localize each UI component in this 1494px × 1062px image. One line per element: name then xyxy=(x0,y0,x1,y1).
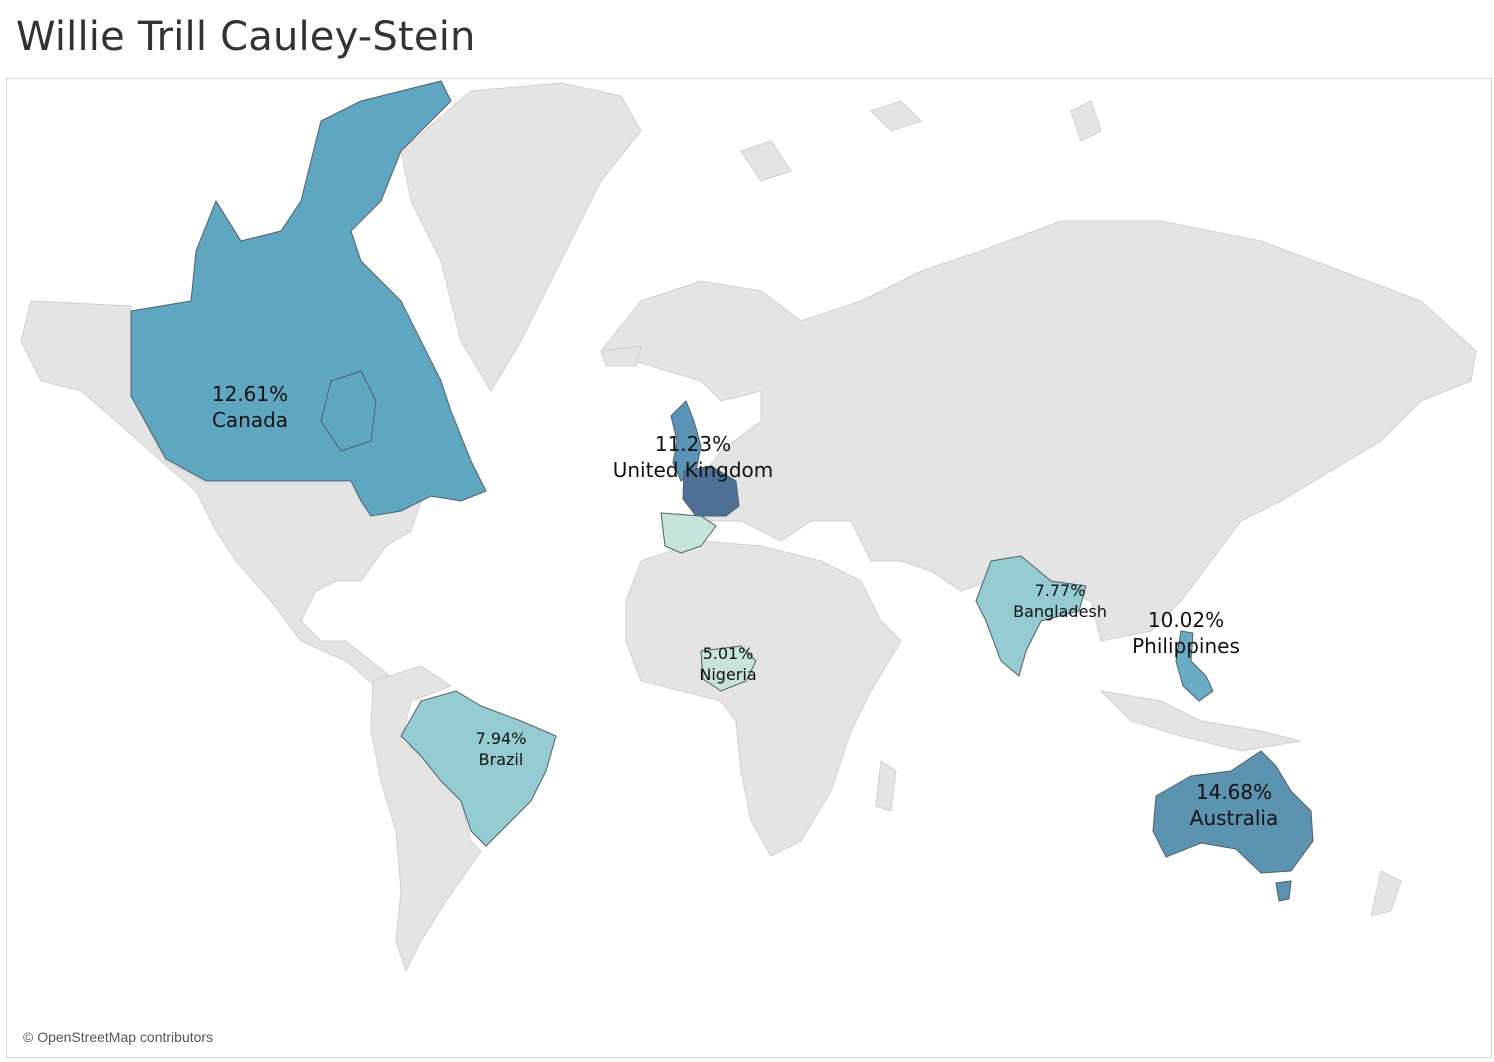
label-bangladesh-value: 7.77% xyxy=(1034,581,1086,600)
country-philippines[interactable] xyxy=(1175,630,1214,702)
label-uk: 11.23% United Kingdom xyxy=(613,431,774,483)
label-nigeria-value: 5.01% xyxy=(702,644,754,663)
country-australia[interactable] xyxy=(1152,750,1314,902)
world-map[interactable]: 12.61% Canada 11.23% United Kingdom 7.77… xyxy=(6,78,1492,1058)
label-brazil-name: Brazil xyxy=(478,749,524,769)
label-australia-value: 14.68% xyxy=(1195,780,1273,804)
label-australia-name: Australia xyxy=(1189,806,1279,830)
label-philippines-name: Philippines xyxy=(1132,634,1240,658)
label-canada-name: Canada xyxy=(211,408,289,432)
label-nigeria: 5.01% Nigeria xyxy=(699,644,756,686)
map-attribution: © OpenStreetMap contributors xyxy=(23,1029,214,1045)
map-canvas[interactable] xyxy=(7,79,1492,1058)
label-uk-name: United Kingdom xyxy=(612,458,774,482)
label-canada-value: 12.61% xyxy=(211,382,289,406)
label-philippines-value: 10.02% xyxy=(1147,608,1225,632)
label-uk-value: 11.23% xyxy=(654,432,732,456)
label-bangladesh-name: Bangladesh xyxy=(1013,601,1107,621)
country-bangladesh[interactable] xyxy=(975,555,1087,677)
label-canada: 12.61% Canada xyxy=(212,381,288,433)
page-title: Willie Trill Cauley-Stein xyxy=(16,14,476,60)
country-nigeria[interactable] xyxy=(700,645,757,692)
label-bangladesh: 7.77% Bangladesh xyxy=(1013,581,1107,623)
country-canada[interactable] xyxy=(130,80,487,517)
country-france[interactable] xyxy=(682,465,740,517)
label-brazil-value: 7.94% xyxy=(475,729,527,748)
label-philippines: 10.02% Philippines xyxy=(1132,607,1240,659)
country-spain[interactable] xyxy=(660,512,717,554)
highlighted-countries xyxy=(130,80,1314,902)
background-land xyxy=(20,82,1477,973)
label-australia: 14.68% Australia xyxy=(1190,779,1278,831)
country-brazil[interactable] xyxy=(400,690,557,847)
label-nigeria-name: Nigeria xyxy=(699,664,757,684)
label-brazil: 7.94% Brazil xyxy=(476,729,527,771)
